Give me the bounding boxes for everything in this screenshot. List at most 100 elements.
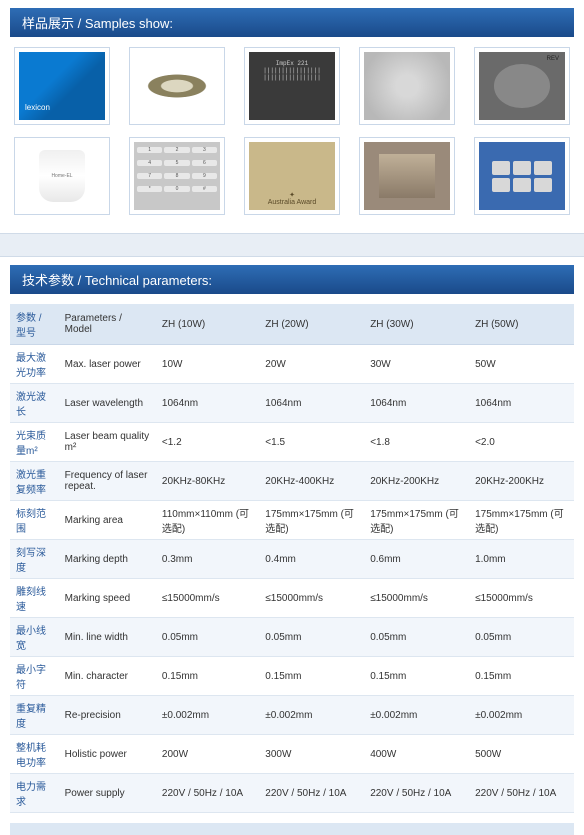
table-row: 电力需求Power supply220V / 50Hz / 10A220V / … (10, 774, 574, 813)
table-cell: ≤15000mm/s (469, 579, 574, 618)
table-cell: 300W (259, 735, 364, 774)
table-cell: 220V / 50Hz / 10A (364, 774, 469, 813)
table-cell: ±0.002mm (259, 696, 364, 735)
table-cell: 0.15mm (469, 657, 574, 696)
table-cell: Power supply (59, 774, 156, 813)
samples-grid: ImpEx 221 |||||||||||||||| |||||||||||||… (0, 47, 584, 233)
table-row: 光束质量m²Laser beam quality m²<1.2<1.5<1.8<… (10, 423, 574, 462)
table-cell: 0.05mm (156, 618, 259, 657)
table-cell: ±0.002mm (469, 696, 574, 735)
table-cell: 220V / 50Hz / 10A (156, 774, 259, 813)
table-cell: 0.15mm (156, 657, 259, 696)
samples-header: 样品展示 / Samples show: (10, 8, 574, 37)
table-cell: 0.3mm (156, 540, 259, 579)
table-cell: ±0.002mm (364, 696, 469, 735)
table-cell: 10W (156, 345, 259, 384)
table-cell: 最小线宽 (10, 618, 59, 657)
table-cell: 0.15mm (364, 657, 469, 696)
sample-ring (129, 47, 225, 125)
table-cell: 175mm×175mm (可选配) (364, 501, 469, 540)
table-row: 雕刻线速Marking speed≤15000mm/s≤15000mm/s≤15… (10, 579, 574, 618)
table-cell: 光束质量m² (10, 423, 59, 462)
table-cell: 最小字符 (10, 657, 59, 696)
table-row: 整机耗电功率Holistic power200W300W400W500W (10, 735, 574, 774)
table-cell: 500W (469, 735, 574, 774)
params-header: 技术参数 / Technical parameters: (10, 265, 574, 294)
table-cell: <1.5 (259, 423, 364, 462)
table-cell: 1064nm (469, 384, 574, 423)
table-row: 激光波长Laser wavelength1064nm1064nm1064nm10… (10, 384, 574, 423)
table-cell: <1.8 (364, 423, 469, 462)
head-zh20w: ZH (20W) (259, 304, 364, 345)
table-cell: Min. character (59, 657, 156, 696)
table-cell: Marking speed (59, 579, 156, 618)
sample-flange (474, 47, 570, 125)
table-cell: 220V / 50Hz / 10A (259, 774, 364, 813)
table-cell: Laser beam quality m² (59, 423, 156, 462)
table-cell: 0.15mm (259, 657, 364, 696)
table-row: 最小字符Min. character0.15mm0.15mm0.15mm0.15… (10, 657, 574, 696)
table-cell: 30W (364, 345, 469, 384)
table-cell: 最大激光功率 (10, 345, 59, 384)
table-cell: 0.4mm (259, 540, 364, 579)
table-cell: 刻写深度 (10, 540, 59, 579)
table-cell: 激光波长 (10, 384, 59, 423)
head-enlabel: Parameters / Model (59, 304, 156, 345)
table-cell: <2.0 (469, 423, 574, 462)
head-zh10w: ZH (10W) (156, 304, 259, 345)
table-cell: 标刻范围 (10, 501, 59, 540)
table-row: 激光重复频率Frequency of laser repeat.20KHz-80… (10, 462, 574, 501)
table-cell: 1.0mm (469, 540, 574, 579)
table-cell: 0.05mm (259, 618, 364, 657)
table-cell: 激光重复频率 (10, 462, 59, 501)
table-cell: 雕刻线速 (10, 579, 59, 618)
table-cell: 200W (156, 735, 259, 774)
table-row: 最大激光功率Max. laser power10W20W30W50W (10, 345, 574, 384)
table-cell: 20W (259, 345, 364, 384)
sample-components (474, 137, 570, 215)
table-cell: ≤15000mm/s (364, 579, 469, 618)
table-cell: <1.2 (156, 423, 259, 462)
table-row: 最小线宽Min. line width0.05mm0.05mm0.05mm0.0… (10, 618, 574, 657)
sample-cup: Home-EL (14, 137, 110, 215)
section-divider (0, 233, 584, 257)
table-row: 重复精度Re-precision±0.002mm±0.002mm±0.002mm… (10, 696, 574, 735)
table-cell: 0.6mm (364, 540, 469, 579)
table-cell: Holistic power (59, 735, 156, 774)
table-cell: Marking area (59, 501, 156, 540)
table-cell: ≤15000mm/s (259, 579, 364, 618)
table-cell: Min. line width (59, 618, 156, 657)
table-row: 刻写深度Marking depth0.3mm0.4mm0.6mm1.0mm (10, 540, 574, 579)
table-footer-band (10, 823, 574, 835)
table-cell: 110mm×110mm (可选配) (156, 501, 259, 540)
table-cell: 20KHz-80KHz (156, 462, 259, 501)
table-cell: Marking depth (59, 540, 156, 579)
table-cell: 175mm×175mm (可选配) (259, 501, 364, 540)
table-cell: 重复精度 (10, 696, 59, 735)
table-row: 标刻范围Marking area110mm×110mm (可选配)175mm×1… (10, 501, 574, 540)
sample-photo-card (359, 137, 455, 215)
head-zh50w: ZH (50W) (469, 304, 574, 345)
table-cell: 1064nm (156, 384, 259, 423)
head-cnlabel: 参数 / 型号 (10, 304, 59, 345)
sample-keypad: 123456789*0# (129, 137, 225, 215)
sample-chip: ImpEx 221 |||||||||||||||| |||||||||||||… (244, 47, 340, 125)
table-cell: 0.05mm (364, 618, 469, 657)
table-cell: 电力需求 (10, 774, 59, 813)
sample-australia: ✦Australia Award (244, 137, 340, 215)
table-cell: 50W (469, 345, 574, 384)
table-cell: 1064nm (259, 384, 364, 423)
table-cell: 20KHz-200KHz (469, 462, 574, 501)
table-cell: 20KHz-400KHz (259, 462, 364, 501)
table-cell: 400W (364, 735, 469, 774)
head-zh30w: ZH (30W) (364, 304, 469, 345)
params-head-row: 参数 / 型号 Parameters / Model ZH (10W) ZH (… (10, 304, 574, 345)
sample-phone-case (14, 47, 110, 125)
table-cell: 220V / 50Hz / 10A (469, 774, 574, 813)
table-cell: ±0.002mm (156, 696, 259, 735)
table-cell: ≤15000mm/s (156, 579, 259, 618)
table-cell: Re-precision (59, 696, 156, 735)
sample-metal-tag (359, 47, 455, 125)
table-cell: 0.05mm (469, 618, 574, 657)
table-cell: Laser wavelength (59, 384, 156, 423)
